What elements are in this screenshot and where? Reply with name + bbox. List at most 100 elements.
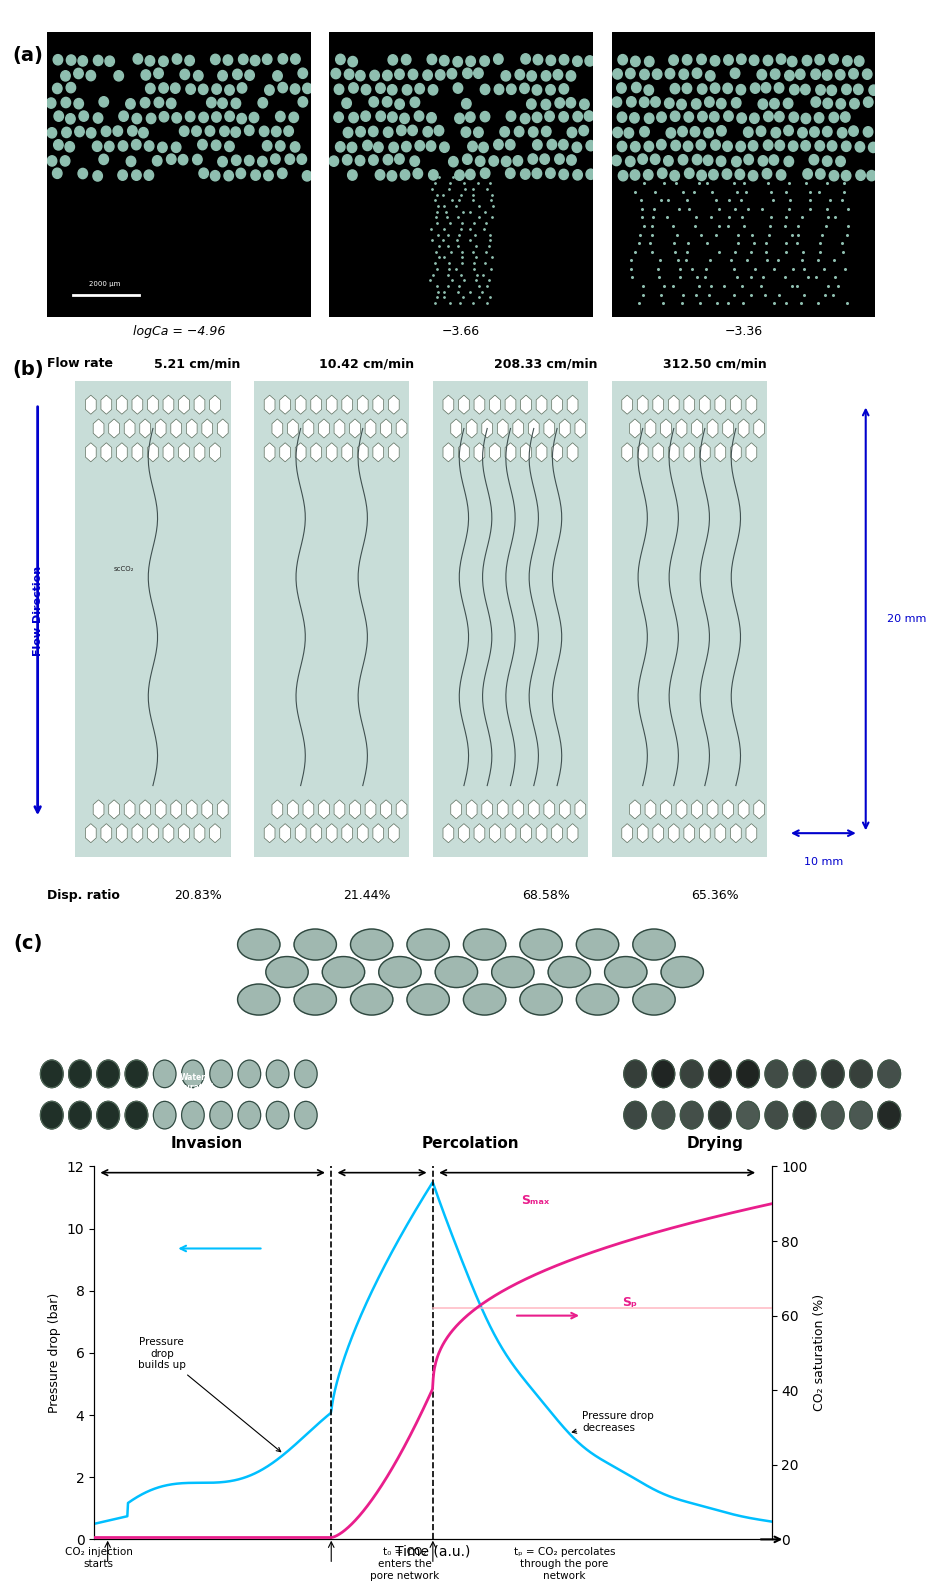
Circle shape <box>665 68 675 79</box>
Polygon shape <box>132 443 143 462</box>
Circle shape <box>527 71 536 81</box>
Circle shape <box>466 113 475 122</box>
Circle shape <box>99 154 108 165</box>
Circle shape <box>709 170 718 179</box>
Polygon shape <box>489 824 501 843</box>
Circle shape <box>475 156 485 167</box>
Circle shape <box>815 141 824 151</box>
Circle shape <box>66 114 75 124</box>
Circle shape <box>225 111 234 122</box>
Circle shape <box>453 57 462 67</box>
Polygon shape <box>295 443 306 462</box>
Polygon shape <box>730 395 742 414</box>
Circle shape <box>724 111 733 121</box>
Polygon shape <box>684 824 694 843</box>
Polygon shape <box>730 443 742 462</box>
Circle shape <box>376 111 386 122</box>
Circle shape <box>362 140 373 151</box>
Circle shape <box>236 168 246 179</box>
Polygon shape <box>567 443 578 462</box>
Circle shape <box>463 984 506 1016</box>
Circle shape <box>210 1060 232 1087</box>
Circle shape <box>294 928 337 960</box>
Circle shape <box>827 86 837 95</box>
Circle shape <box>186 84 196 94</box>
Polygon shape <box>101 824 112 843</box>
Circle shape <box>217 70 228 81</box>
Circle shape <box>723 83 732 94</box>
Polygon shape <box>342 395 353 414</box>
Polygon shape <box>668 824 679 843</box>
Circle shape <box>559 84 568 94</box>
Circle shape <box>396 125 407 135</box>
Circle shape <box>427 113 437 122</box>
Text: (a): (a) <box>13 46 43 65</box>
Circle shape <box>87 127 96 138</box>
Circle shape <box>220 125 230 136</box>
Circle shape <box>74 127 85 136</box>
Circle shape <box>573 56 582 67</box>
Polygon shape <box>513 419 523 438</box>
Text: CO₂ injection
starts: CO₂ injection starts <box>65 1547 133 1570</box>
Text: Sₚ: Sₚ <box>623 1297 638 1309</box>
Text: Pressure
drop
builds up: Pressure drop builds up <box>138 1338 280 1452</box>
Circle shape <box>775 140 785 151</box>
Polygon shape <box>715 824 726 843</box>
Polygon shape <box>458 395 470 414</box>
Circle shape <box>573 111 582 122</box>
Polygon shape <box>342 824 353 843</box>
Circle shape <box>260 127 269 136</box>
Circle shape <box>348 57 358 67</box>
Circle shape <box>138 127 148 138</box>
Circle shape <box>167 98 176 108</box>
Circle shape <box>657 140 666 149</box>
Circle shape <box>237 113 247 124</box>
Circle shape <box>541 71 550 81</box>
Circle shape <box>750 83 760 94</box>
Circle shape <box>263 170 273 181</box>
Polygon shape <box>124 800 135 819</box>
FancyBboxPatch shape <box>605 371 774 867</box>
Circle shape <box>167 154 176 165</box>
Circle shape <box>93 56 103 65</box>
Circle shape <box>153 1060 176 1087</box>
Polygon shape <box>567 824 578 843</box>
Circle shape <box>613 97 622 108</box>
Circle shape <box>840 111 850 122</box>
Circle shape <box>361 111 371 121</box>
Circle shape <box>159 111 168 122</box>
Circle shape <box>152 156 162 167</box>
Polygon shape <box>358 443 368 462</box>
Circle shape <box>829 170 838 181</box>
Circle shape <box>771 68 780 79</box>
Polygon shape <box>551 824 563 843</box>
Circle shape <box>770 98 779 110</box>
Circle shape <box>765 1060 788 1087</box>
Circle shape <box>841 170 851 181</box>
Circle shape <box>783 98 793 108</box>
Circle shape <box>529 127 538 136</box>
Polygon shape <box>653 443 663 462</box>
Circle shape <box>816 84 825 95</box>
Circle shape <box>171 143 181 152</box>
Circle shape <box>463 154 472 165</box>
Polygon shape <box>489 395 501 414</box>
Circle shape <box>624 129 633 138</box>
Circle shape <box>513 156 522 167</box>
Polygon shape <box>132 395 143 414</box>
Circle shape <box>744 154 754 165</box>
Circle shape <box>559 140 568 149</box>
Polygon shape <box>637 395 648 414</box>
Circle shape <box>724 56 733 65</box>
Polygon shape <box>661 419 671 438</box>
Circle shape <box>784 156 793 167</box>
Circle shape <box>761 83 771 94</box>
Polygon shape <box>474 443 485 462</box>
Polygon shape <box>389 443 399 462</box>
Polygon shape <box>109 800 120 819</box>
Circle shape <box>423 70 432 81</box>
Text: (b): (b) <box>12 360 44 379</box>
Circle shape <box>710 140 720 151</box>
Circle shape <box>691 127 700 136</box>
Circle shape <box>132 140 141 149</box>
